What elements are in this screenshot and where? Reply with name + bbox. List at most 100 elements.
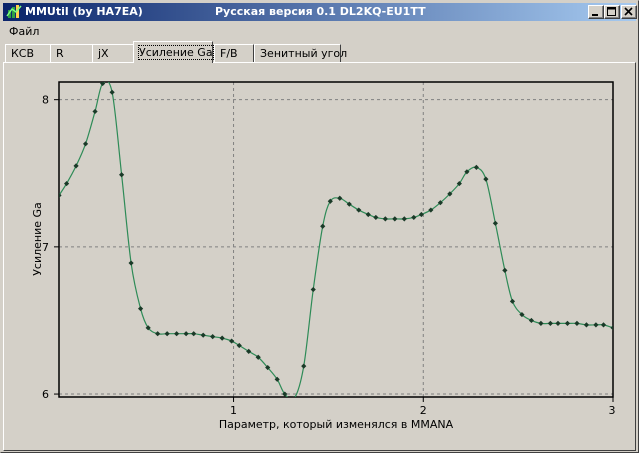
data-point [301, 363, 307, 369]
data-point [509, 298, 516, 304]
data-point [373, 214, 379, 221]
data-point [191, 331, 197, 337]
tab-label: R [56, 47, 64, 60]
data-point [229, 338, 235, 344]
data-point [411, 214, 417, 221]
tab-label: jX [98, 47, 109, 60]
menu-file[interactable]: Файл [9, 25, 40, 38]
tick-layer: 1 2 3 6 7 8 [42, 94, 616, 417]
data-point [210, 334, 216, 340]
window-title: MMUtil (by HA7EA) [25, 5, 143, 18]
data-point [137, 306, 144, 312]
x-tick-label: 3 [609, 404, 616, 417]
tab-label: F/B [220, 47, 238, 60]
data-point [593, 322, 599, 328]
grid-layer [59, 82, 613, 397]
y-axis-label: Усиление Ga [31, 202, 44, 276]
data-point [337, 195, 343, 201]
menu-bar: Файл [3, 22, 636, 40]
x-tick-label: 1 [230, 404, 237, 417]
tab-fb[interactable]: F/B [214, 44, 254, 62]
data-point [327, 198, 333, 204]
data-point [200, 332, 206, 338]
maximize-button[interactable] [604, 5, 620, 19]
data-point [528, 317, 535, 324]
data-point [282, 391, 288, 397]
data-point [382, 216, 388, 222]
data-point [246, 348, 252, 354]
data-point [483, 176, 489, 182]
data-point [109, 89, 115, 95]
minimize-button[interactable] [588, 5, 604, 19]
data-point [392, 216, 398, 222]
data-point [473, 164, 479, 170]
close-icon [624, 7, 633, 16]
tab-label: Зенитный угол [260, 47, 348, 60]
app-icon [6, 5, 22, 18]
data-point [574, 320, 580, 327]
window-subtitle: Русская версия 0.1 DL2KQ-EU1TT [215, 5, 426, 18]
data-point [320, 223, 326, 229]
y-tick-label: 6 [42, 388, 49, 401]
data-point [428, 207, 434, 213]
data-point [82, 141, 89, 147]
plot-frame [58, 81, 614, 398]
data-point [547, 320, 553, 327]
series-layer [59, 82, 613, 397]
x-axis-label: Параметр, который изменялся в MMANA [219, 418, 454, 431]
tab-ksv[interactable]: КСВ [5, 44, 51, 62]
close-button[interactable] [621, 5, 637, 19]
data-point [219, 335, 225, 341]
maximize-icon [607, 7, 616, 16]
tab-strip: КСВ R jX Усиление Ga F/B Зенитный угол [3, 41, 636, 63]
data-point [183, 331, 189, 337]
tab-label: Усиление Ga [138, 45, 214, 60]
chart-panel: 1 2 3 6 7 8 Усиление Ga Параметр, который изм… [3, 62, 636, 451]
x-tick-label: 2 [420, 404, 427, 417]
data-point [174, 331, 180, 337]
data-point [492, 220, 498, 226]
data-point [164, 331, 170, 337]
data-point [401, 216, 407, 222]
data-point [356, 207, 362, 213]
y-tick-label: 7 [42, 241, 49, 254]
data-point [119, 172, 125, 178]
data-point [456, 180, 462, 187]
data-point [418, 211, 424, 218]
data-point [128, 260, 134, 266]
data-point [92, 108, 98, 115]
gain-chart: 1 2 3 6 7 8 Усиление Ga Параметр, который изм… [31, 81, 616, 431]
tab-r[interactable]: R [50, 44, 93, 62]
data-point [293, 395, 296, 397]
data-point [155, 331, 161, 337]
data-point [100, 82, 106, 87]
data-point [365, 211, 371, 218]
data-point [236, 342, 242, 349]
data-point [555, 320, 561, 327]
data-point [502, 267, 508, 274]
data-point [63, 180, 70, 187]
data-point [600, 322, 607, 328]
y-tick-label: 8 [42, 94, 49, 107]
tab-jx[interactable]: jX [92, 44, 135, 62]
data-point [265, 364, 271, 371]
title-bar[interactable]: MMUtil (by HA7EA) Русская версия 0.1 DL2… [3, 3, 637, 21]
data-point [255, 354, 261, 360]
data-point [447, 191, 453, 197]
tab-gain[interactable]: Усиление Ga [133, 41, 214, 63]
data-point [564, 320, 571, 327]
data-point [274, 376, 280, 382]
gain-series-line [59, 82, 613, 397]
data-point [73, 163, 79, 169]
tab-zenith-angle[interactable]: Зенитный угол [254, 44, 347, 62]
minimize-icon [592, 14, 598, 16]
data-point [59, 192, 62, 198]
data-point [437, 200, 443, 206]
data-point [145, 325, 151, 331]
data-point [538, 320, 544, 327]
data-point [310, 286, 316, 293]
data-point [610, 325, 613, 331]
tab-label: КСВ [11, 47, 35, 60]
data-point [583, 322, 590, 328]
